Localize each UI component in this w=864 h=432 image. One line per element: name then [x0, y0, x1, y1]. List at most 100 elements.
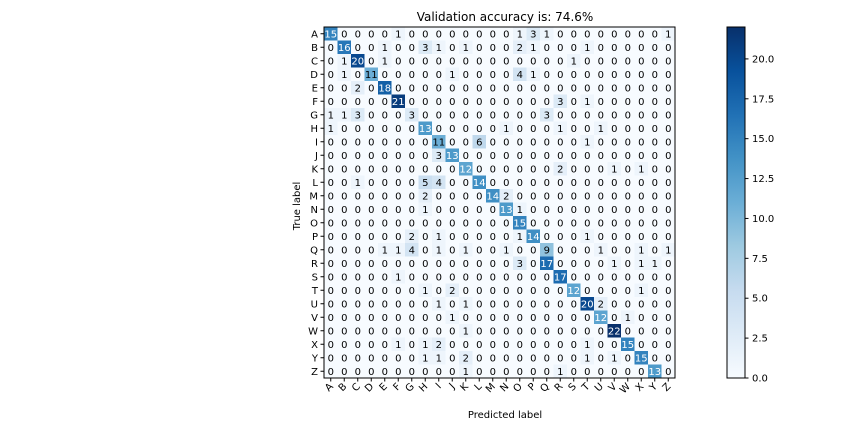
- heatmap-cell: [472, 189, 487, 203]
- cell-value-label: 0: [611, 83, 617, 94]
- cell-value-label: 0: [368, 245, 374, 256]
- x-tick-label: L: [473, 381, 485, 393]
- heatmap-cell: [540, 94, 554, 109]
- heatmap-cell: [337, 337, 352, 352]
- cell-value-label: 15: [513, 218, 526, 229]
- heatmap-cell: [459, 256, 473, 271]
- x-tick-label: H: [417, 381, 430, 394]
- cell-value-label: 0: [584, 286, 590, 297]
- heatmap-cell: [661, 216, 676, 230]
- cell-value-label: 0: [395, 56, 401, 67]
- y-tick-label: I: [315, 137, 318, 148]
- heatmap-cell: [432, 135, 446, 149]
- cell-value-label: 0: [368, 340, 374, 351]
- heatmap-cell: [445, 283, 460, 298]
- heatmap-cell: [364, 324, 379, 338]
- heatmap-cell: [634, 283, 649, 298]
- cell-value-label: 0: [503, 56, 509, 67]
- heatmap-cell: [405, 135, 419, 149]
- y-tick-label: K: [311, 164, 318, 175]
- cell-value-label: 1: [598, 124, 604, 135]
- cell-value-label: 12: [567, 286, 580, 297]
- heatmap-cell: [351, 135, 365, 149]
- heatmap-cell: [526, 67, 541, 82]
- cell-value-label: 13: [500, 205, 513, 216]
- heatmap-cell: [526, 162, 541, 176]
- cell-value-label: 0: [476, 83, 482, 94]
- heatmap-cell: [364, 202, 379, 217]
- x-tick-label: Y: [647, 381, 660, 394]
- x-tick-label: D: [363, 381, 376, 394]
- heatmap-cell: [459, 40, 473, 55]
- cell-value-label: 0: [557, 178, 563, 189]
- cell-value-label: 0: [490, 245, 496, 256]
- heatmap-cell: [337, 243, 352, 257]
- cell-value-label: 0: [382, 205, 388, 216]
- heatmap-cell: [567, 121, 581, 136]
- heatmap-cell: [540, 364, 554, 379]
- heatmap-cell: [661, 364, 676, 379]
- cell-value-label: 1: [517, 205, 523, 216]
- heatmap-cell: [337, 283, 352, 298]
- heatmap-cell: [405, 67, 419, 82]
- heatmap-cell: [486, 121, 500, 136]
- heatmap-cell: [472, 121, 487, 136]
- cell-value-label: 4: [409, 245, 415, 256]
- cell-value-label: 1: [449, 70, 455, 81]
- heatmap-cell: [351, 94, 365, 109]
- heatmap-cell: [567, 364, 581, 379]
- heatmap-cell: [364, 108, 379, 122]
- heatmap-cell: [378, 67, 392, 82]
- heatmap-cell: [607, 243, 622, 257]
- cell-value-label: 0: [584, 326, 590, 337]
- y-tick-label: A: [311, 29, 318, 40]
- heatmap-cell: [634, 148, 649, 163]
- heatmap-cell: [445, 310, 460, 325]
- cell-value-label: 0: [544, 272, 550, 283]
- heatmap-cell: [621, 256, 635, 271]
- heatmap-cell: [621, 351, 635, 365]
- cell-value-label: 0: [449, 178, 455, 189]
- heatmap-cell: [499, 189, 514, 203]
- cell-value-label: 0: [476, 191, 482, 202]
- heatmap-cell: [648, 175, 662, 190]
- heatmap-cell: [594, 216, 608, 230]
- cell-value-label: 0: [341, 97, 347, 108]
- cell-value-label: 0: [638, 340, 644, 351]
- cell-value-label: 0: [517, 56, 523, 67]
- heatmap-cell: [634, 81, 649, 95]
- heatmap-cell: [513, 283, 527, 298]
- cell-value-label: 0: [463, 151, 469, 162]
- cell-value-label: 0: [409, 83, 415, 94]
- heatmap-cell: [364, 175, 379, 190]
- cell-value-label: 0: [571, 367, 577, 378]
- heatmap-cell: [594, 283, 608, 298]
- heatmap-cell: [378, 337, 392, 352]
- heatmap-cell: [486, 135, 500, 149]
- heatmap-cell: [634, 324, 649, 338]
- heatmap-cell: [391, 270, 406, 284]
- heatmap-cell: [337, 67, 352, 82]
- cell-value-label: 0: [503, 137, 509, 148]
- heatmap-cell: [472, 310, 487, 325]
- heatmap-cell: [486, 310, 500, 325]
- heatmap-cell: [351, 283, 365, 298]
- cell-value-label: 0: [490, 340, 496, 351]
- cell-value-label: 0: [449, 137, 455, 148]
- heatmap-cell: [567, 94, 581, 109]
- cell-value-label: 0: [355, 164, 361, 175]
- heatmap-cell: [540, 283, 554, 298]
- heatmap-cell: [594, 256, 608, 271]
- y-tick-label: X: [311, 340, 318, 351]
- cell-value-label: 0: [557, 151, 563, 162]
- heatmap-cell: [661, 202, 676, 217]
- cell-value-label: 0: [611, 286, 617, 297]
- heatmap-cell: [351, 297, 365, 311]
- heatmap-cell: [459, 135, 473, 149]
- cell-value-label: 0: [355, 151, 361, 162]
- cell-value-label: 0: [463, 29, 469, 40]
- heatmap-cell: [567, 189, 581, 203]
- heatmap-cell: [432, 364, 446, 379]
- heatmap-cell: [594, 27, 608, 41]
- heatmap-cell: [553, 256, 568, 271]
